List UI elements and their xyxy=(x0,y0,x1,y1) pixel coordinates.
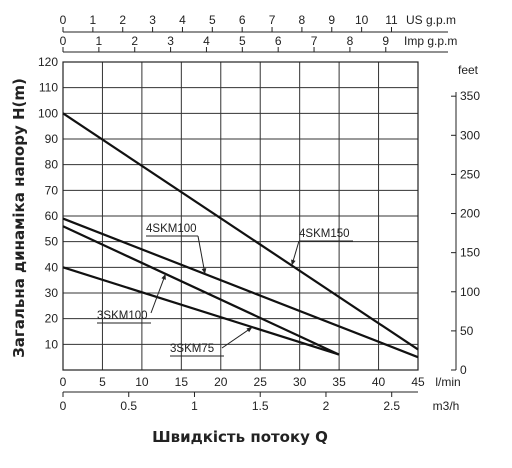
y-tick-label: 120 xyxy=(38,55,58,69)
imp-gpm-unit-label: Imp g.p.m xyxy=(404,34,457,48)
us-gpm-tick-label: 2 xyxy=(119,13,126,27)
feet-tick-label: 250 xyxy=(460,167,480,181)
y-tick-label: 10 xyxy=(45,337,59,351)
us-gpm-tick-label: 5 xyxy=(209,13,216,27)
y-tick-label: 60 xyxy=(45,209,59,223)
leader-line-3skm100 xyxy=(150,273,167,314)
plot-frame xyxy=(62,61,419,371)
us-gpm-tick-label: 0 xyxy=(60,13,67,27)
m3h-unit-label: m3/h xyxy=(433,399,460,413)
us-gpm-tick-label: 4 xyxy=(179,13,186,27)
imp-gpm-tick-label: 5 xyxy=(239,34,246,48)
y-tick-label: 50 xyxy=(45,235,59,249)
feet-tick-label: 100 xyxy=(460,285,480,299)
series-label-4skm100: 4SKM100 xyxy=(146,223,197,235)
us-gpm-unit-label: US g.p.m xyxy=(406,13,456,27)
y-tick-label: 40 xyxy=(45,260,59,274)
leader-arrow-4skm100 xyxy=(201,268,207,275)
leader-arrow-3skm75 xyxy=(246,327,253,333)
us-gpm-tick-label: 6 xyxy=(239,13,246,27)
m3h-tick-label: 0 xyxy=(60,399,67,413)
leader-arrow-4skm150 xyxy=(291,259,296,266)
y-tick-label: 30 xyxy=(45,286,59,300)
series-label-3skm100: 3SKM100 xyxy=(97,310,148,322)
x-tick-label: 40 xyxy=(372,375,386,389)
feet-tick-label: 350 xyxy=(460,89,480,103)
us-gpm-tick-label: 8 xyxy=(299,13,306,27)
x-tick-label: 30 xyxy=(293,375,307,389)
y-tick-label: 20 xyxy=(45,312,59,326)
x-unit-label: l/min xyxy=(435,375,460,389)
imp-gpm-tick-label: 9 xyxy=(382,34,389,48)
x-tick-label: 20 xyxy=(214,375,228,389)
x-tick-label: 45 xyxy=(411,375,425,389)
feet-tick-label: 300 xyxy=(460,128,480,142)
series-labels: 4SKM150 4SKM100 3SKM100 3SKM75 xyxy=(97,223,353,357)
x-tick-label: 35 xyxy=(332,375,346,389)
y-tick-label: 110 xyxy=(39,81,58,95)
imp-gpm-tick-label: 8 xyxy=(347,34,354,48)
series-line-3skm75 xyxy=(62,266,340,356)
us-gpm-tick-label: 1 xyxy=(90,13,97,27)
x-tick-label: 25 xyxy=(254,375,268,389)
imp-gpm-tick-label: 1 xyxy=(96,34,103,48)
feet-tick-label: 200 xyxy=(460,207,480,221)
us-gpm-tick-label: 10 xyxy=(355,13,369,27)
series-line-3skm100 xyxy=(62,225,340,356)
series-line-4skm150 xyxy=(62,112,419,351)
x-tick-label: 10 xyxy=(135,375,149,389)
x-tick-label: 0 xyxy=(60,375,67,389)
feet-tick-label: 50 xyxy=(460,324,474,338)
y-tick-label: 70 xyxy=(45,183,59,197)
m3h-tick-label: 1 xyxy=(191,399,198,413)
m3h-tick-label: 1.5 xyxy=(252,399,269,413)
leader-line-4skm100 xyxy=(197,235,206,275)
us-gpm-tick-label: 11 xyxy=(385,13,398,27)
imp-gpm-tick-label: 0 xyxy=(60,34,67,48)
m3h-tick-label: 0.5 xyxy=(120,399,137,413)
x-tick-label: 5 xyxy=(99,375,106,389)
us-gpm-tick-label: 3 xyxy=(149,13,156,27)
leader-line-3skm75 xyxy=(221,326,253,349)
imp-gpm-tick-label: 6 xyxy=(275,34,282,48)
feet-tick-label: 150 xyxy=(460,246,480,260)
y-tick-label: 90 xyxy=(45,132,59,146)
feet-unit-label: feet xyxy=(458,63,479,77)
m3h-tick-label: 2 xyxy=(323,399,330,413)
x-axis-title: Швидкість потоку Q xyxy=(152,428,328,446)
us-gpm-tick-label: 7 xyxy=(269,13,276,27)
m3h-tick-label: 2.5 xyxy=(383,399,400,413)
y-axis-title: Загальна динаміка напору H(m) xyxy=(10,78,28,358)
y-tick-label: 100 xyxy=(38,106,58,120)
series-label-4skm150: 4SKM150 xyxy=(299,228,350,240)
grid xyxy=(63,62,418,370)
y-tick-label: 80 xyxy=(45,158,59,172)
imp-gpm-tick-label: 2 xyxy=(131,34,138,48)
imp-gpm-tick-label: 4 xyxy=(203,34,210,48)
us-gpm-tick-label: 9 xyxy=(328,13,335,27)
imp-gpm-tick-label: 3 xyxy=(167,34,174,48)
axes: 0 5 10 15 20 25 30 35 40 45 l/min10203040506070809… xyxy=(38,13,480,413)
series-lines xyxy=(62,112,419,359)
leader-arrow-3skm100 xyxy=(161,273,166,280)
imp-gpm-tick-label: 7 xyxy=(311,34,318,48)
feet-tick-label: 0 xyxy=(460,363,467,377)
x-tick-label: 15 xyxy=(175,375,189,389)
series-line-4skm100 xyxy=(62,217,419,359)
series-label-3skm75: 3SKM75 xyxy=(170,343,214,355)
